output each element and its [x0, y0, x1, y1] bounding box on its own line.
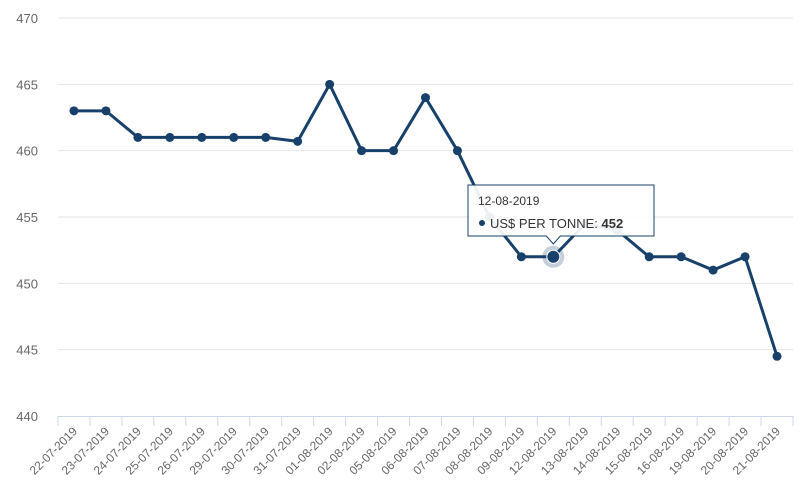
tooltip-date: 12-08-2019: [478, 194, 540, 208]
tooltip-box: [467, 184, 655, 245]
tooltip-series-label: US$ PER TONNE:: [490, 216, 602, 231]
x-axis: 22-07-201923-07-201924-07-201925-07-2019…: [27, 416, 794, 478]
y-tick-label: 440: [16, 409, 38, 424]
data-point[interactable]: [452, 146, 462, 156]
data-point[interactable]: [772, 351, 782, 361]
y-tick-label: 470: [16, 11, 38, 26]
y-axis-tick-labels: 440 445 450 455 460 465 470: [16, 11, 38, 424]
data-point[interactable]: [165, 132, 175, 142]
data-point[interactable]: [69, 106, 79, 116]
data-point[interactable]: [101, 106, 111, 116]
tooltip: 12-08-2019 US$ PER TONNE: 452: [467, 184, 655, 245]
data-point[interactable]: [229, 132, 239, 142]
data-point[interactable]: [708, 265, 718, 275]
y-tick-label: 465: [16, 77, 38, 92]
data-point[interactable]: [644, 252, 654, 262]
data-point[interactable]: [293, 136, 303, 146]
data-point[interactable]: [389, 146, 399, 156]
y-tick-label: 445: [16, 343, 38, 358]
data-point[interactable]: [516, 252, 526, 262]
y-tick-label: 455: [16, 210, 38, 225]
series-layer: [69, 79, 782, 361]
data-point[interactable]: [421, 93, 430, 103]
data-point[interactable]: [133, 132, 143, 142]
tooltip-series-text: US$ PER TONNE: 452: [490, 216, 623, 231]
data-point[interactable]: [197, 132, 207, 142]
grid-layer: [58, 17, 793, 351]
y-tick-label: 460: [16, 144, 38, 159]
hover-point[interactable]: [546, 249, 561, 264]
data-point[interactable]: [325, 79, 335, 89]
data-point[interactable]: [676, 252, 686, 262]
y-tick-label: 450: [16, 276, 38, 291]
data-point[interactable]: [740, 252, 750, 262]
tooltip-series-bullet: [479, 220, 485, 226]
data-point[interactable]: [261, 132, 271, 142]
series-line: [72, 82, 779, 358]
data-point[interactable]: [357, 146, 367, 156]
tooltip-value: 452: [602, 216, 624, 231]
